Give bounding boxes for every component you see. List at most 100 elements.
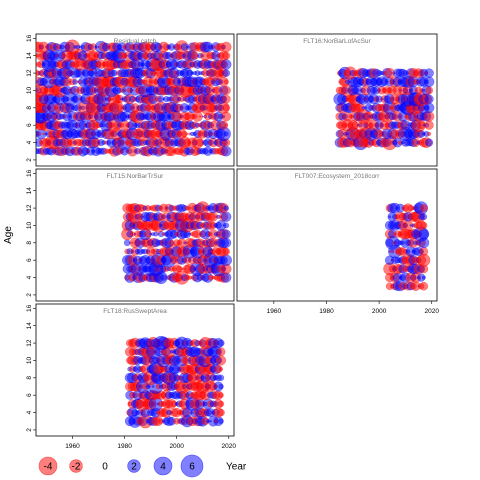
bubble: [419, 204, 428, 212]
bubble: [221, 229, 231, 239]
bubble: [220, 145, 232, 157]
panel-frame: [35, 168, 235, 302]
bubble: [223, 79, 229, 85]
legend-label: 6: [189, 462, 195, 473]
bubble: [186, 45, 189, 49]
y-tick-label: 10: [26, 86, 33, 94]
panel-5: FLT18:RusSweptArea 2 4 6 8 10 12 14 16 1960 1980 20…: [26, 303, 237, 450]
y-tick-label: 10: [26, 221, 33, 229]
y-tick-label: 2: [26, 293, 33, 297]
bubble: [188, 411, 191, 414]
x-tick-label: 2020: [222, 443, 237, 450]
y-tick-label: 8: [26, 106, 33, 110]
panel-title: FLT16:NorBarLofAcSur: [303, 38, 371, 45]
panel-title: FLT18:RusSweptArea: [103, 308, 167, 315]
x-tick-label: 1960: [267, 308, 282, 315]
y-tick-label: 6: [26, 258, 33, 262]
bubble: [221, 211, 232, 222]
bubble-group: [124, 335, 227, 429]
bubble: [391, 72, 394, 75]
bubble-group: [121, 201, 232, 285]
y-tick-label: 2: [26, 428, 33, 432]
bubble: [418, 228, 430, 240]
bubble: [220, 41, 232, 53]
x-tick-label: 2000: [372, 308, 387, 315]
y-tick-label: 4: [26, 275, 33, 279]
panel-frame: [35, 303, 235, 437]
bubble: [409, 224, 412, 227]
y-tick-label: 16: [26, 169, 33, 177]
legend-label: -2: [72, 462, 81, 473]
bubble: [425, 86, 434, 95]
bubble: [361, 106, 365, 110]
bubble: [42, 132, 46, 136]
legend-label: 4: [160, 462, 166, 473]
panel-title: FLT007:Ecosystem_2018corr: [295, 173, 381, 180]
bubble: [419, 281, 429, 291]
bubble: [424, 94, 434, 104]
bubble: [218, 418, 224, 424]
panel-title: Residual catch: [114, 38, 157, 45]
bubble: [224, 123, 228, 127]
panel-frame: [236, 33, 438, 167]
bubble: [217, 400, 225, 408]
bubble: [222, 104, 230, 112]
y-tick-label: 16: [26, 34, 33, 42]
bubble: [425, 138, 434, 147]
x-tick-label: 1980: [319, 308, 334, 315]
bubble-group: [333, 66, 435, 151]
bubble: [216, 347, 226, 357]
bubble-group: [383, 201, 431, 292]
legend-label: 0: [102, 462, 108, 473]
y-tick-label: 12: [26, 69, 33, 77]
bubble: [217, 408, 225, 417]
panel-frame: [236, 168, 438, 302]
panel-4: FLT007:Ecosystem_2018corr 1960 1980 2000 202…: [236, 168, 440, 315]
bubble: [201, 115, 204, 118]
y-tick-label: 8: [26, 376, 33, 380]
bubble: [223, 222, 230, 229]
bubble: [223, 205, 229, 211]
legend-title: Year: [226, 462, 247, 473]
panel-3: FLT15:NorBarTrSur 2 4 6 8 10 12 14 16: [26, 168, 235, 302]
bubble: [220, 59, 232, 70]
bubble: [221, 237, 232, 248]
bubble: [222, 51, 231, 60]
bubble: [424, 68, 434, 78]
y-tick-label: 6: [26, 123, 33, 127]
bubble: [218, 392, 224, 398]
x-tick-label: 2020: [425, 308, 440, 315]
bubble: [427, 131, 432, 136]
y-tick-label: 8: [26, 241, 33, 245]
x-tick-label: 2000: [169, 443, 184, 450]
bubble: [222, 69, 231, 77]
bubble: [420, 221, 428, 229]
bubble: [217, 374, 225, 381]
bubble: [219, 120, 229, 130]
bubble-group: [36, 39, 232, 157]
bubble: [222, 247, 230, 256]
y-tick-label: 6: [26, 393, 33, 397]
y-tick-label: 14: [26, 52, 33, 60]
y-axis-title: Age: [3, 226, 14, 244]
legend-bubble: [127, 459, 141, 473]
bubble: [421, 275, 426, 280]
x-tick-label: 1980: [117, 443, 132, 450]
legend-bubble: [69, 459, 83, 473]
y-tick-label: 16: [26, 304, 33, 312]
y-tick-label: 10: [26, 356, 33, 364]
legend-label: -4: [44, 462, 53, 473]
legend-bubble: [38, 456, 58, 476]
x-tick-label: 1960: [65, 443, 80, 450]
y-tick-label: 4: [26, 410, 33, 414]
y-tick-label: 4: [26, 140, 33, 144]
panel-title: FLT15:NorBarTrSur: [107, 173, 165, 180]
panel-2: FLT16:NorBarLofAcSur: [236, 33, 438, 167]
bubble: [149, 232, 152, 236]
bubble: [221, 85, 231, 95]
legend: -4 -2 0 2 4 6 Year: [38, 454, 247, 478]
bubble: [221, 94, 231, 104]
y-tick-label: 14: [26, 187, 33, 195]
panel-1: Residual catch 2 4 6 8 10 12 14 16: [26, 33, 235, 167]
y-tick-label: 2: [26, 158, 33, 162]
